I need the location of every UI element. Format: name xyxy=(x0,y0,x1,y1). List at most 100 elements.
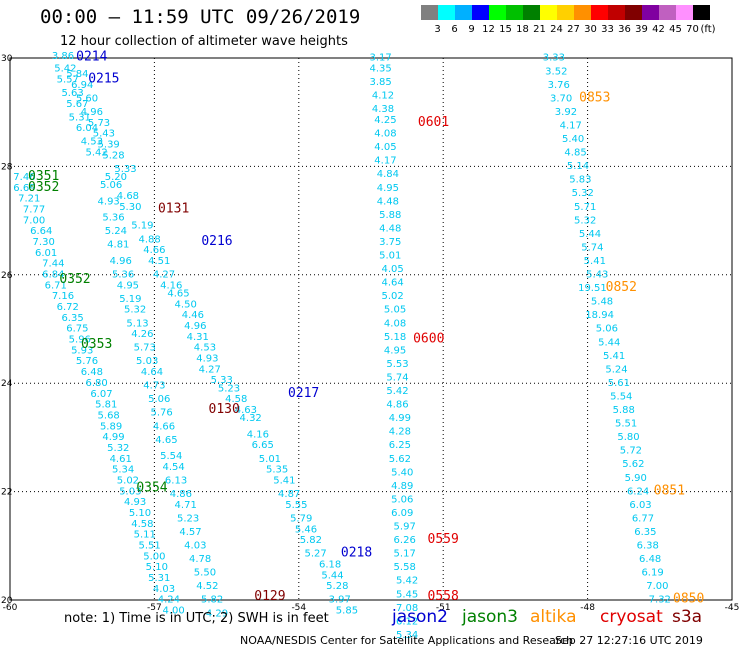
swh-value: 4.46 xyxy=(182,310,204,321)
swh-value: 5.67 xyxy=(66,99,88,110)
legend-entry-altika: altika xyxy=(530,607,577,627)
swh-value: 4.93 xyxy=(124,497,146,508)
y-tick-label: 20 xyxy=(1,596,13,606)
swh-value: 3.70 xyxy=(550,93,572,104)
swh-value: 7.00 xyxy=(646,581,668,592)
swh-value: 5.80 xyxy=(617,432,639,443)
swh-value: 4.58 xyxy=(131,519,153,530)
legend-entry-jason3: jason3 xyxy=(462,607,518,627)
swh-value: 6.13 xyxy=(165,475,187,486)
pass-time-label: 0217 xyxy=(288,386,319,401)
swh-value: 6.80 xyxy=(86,378,108,389)
pass-time-label: 0352 xyxy=(59,272,90,287)
colorbar-label: 12 xyxy=(482,24,495,35)
swh-value: 5.33 xyxy=(211,375,233,386)
swh-value: 4.99 xyxy=(389,413,411,424)
swh-value: 6.35 xyxy=(634,527,656,538)
swh-value: 5.24 xyxy=(105,226,127,237)
swh-value: 5.96 xyxy=(69,335,91,346)
swh-value: 6.48 xyxy=(81,367,103,378)
y-tick-label: 30 xyxy=(1,54,13,64)
swh-value: 5.93 xyxy=(71,345,93,356)
y-tick-label: 22 xyxy=(1,488,12,498)
footer-note: note: 1) Time is in UTC; 2) SWH is in fe… xyxy=(64,611,329,626)
pass-time-label: 0130 xyxy=(209,402,240,417)
swh-value: 4.61 xyxy=(110,454,132,465)
colorbar-swatch xyxy=(676,5,693,20)
pass-time-label: 0353 xyxy=(81,337,112,352)
swh-value: 5.43 xyxy=(586,270,608,281)
pass-time-label: 0218 xyxy=(341,546,372,561)
swh-value: 4.93 xyxy=(196,354,218,365)
swh-value: 5.28 xyxy=(102,150,124,161)
swh-value: 7.21 xyxy=(18,194,40,205)
swh-value: 4.93 xyxy=(98,196,120,207)
swh-value: 7.44 xyxy=(42,259,64,270)
swh-value: 4.99 xyxy=(102,432,124,443)
swh-value: 4.68 xyxy=(117,191,139,202)
swh-value: 5.82 xyxy=(300,535,322,546)
swh-value: 5.62 xyxy=(389,454,411,465)
colorbar-unit: (ft) xyxy=(700,24,716,35)
swh-value: 5.51 xyxy=(615,419,637,430)
swh-value: 5.03 xyxy=(119,486,141,497)
swh-value: 6.84 xyxy=(42,270,64,281)
swh-value: 6.69 xyxy=(13,183,35,194)
swh-value: 5.42 xyxy=(386,386,408,397)
colorbar-label: 21 xyxy=(533,24,546,35)
swh-value: 5.24 xyxy=(605,364,627,375)
swh-value: 5.44 xyxy=(321,570,343,581)
swh-value: 5.41 xyxy=(584,256,606,267)
x-tick-label: -54 xyxy=(291,603,306,613)
swh-value: 3.75 xyxy=(379,237,401,248)
swh-value: 5.34 xyxy=(112,465,134,476)
swh-value: 5.33 xyxy=(114,164,136,175)
swh-value: 4.81 xyxy=(107,240,129,251)
swh-value: 6.19 xyxy=(641,568,663,579)
swh-value: 6.07 xyxy=(90,389,112,400)
swh-value: 5.62 xyxy=(622,459,644,470)
swh-value: 5.41 xyxy=(273,475,295,486)
swh-value: 4.64 xyxy=(382,278,404,289)
swh-value: 18.94 xyxy=(585,310,614,321)
credit-line: NOAA/NESDIS Center for Satellite Applica… xyxy=(240,634,574,647)
swh-value: 6.04 xyxy=(76,123,98,134)
swh-value: 5.42 xyxy=(54,64,76,75)
swh-value: 6.72 xyxy=(57,302,79,313)
x-tick-label: -60 xyxy=(3,603,18,613)
pass-time-label: 0851 xyxy=(654,483,685,498)
swh-value: 5.06 xyxy=(596,324,618,335)
swh-value: 3.33 xyxy=(543,53,565,64)
swh-value: 4.96 xyxy=(81,107,103,118)
swh-value: 3.76 xyxy=(548,80,570,91)
swh-value: 3.85 xyxy=(369,77,391,88)
colorbar-swatch xyxy=(557,5,574,20)
swh-value: 6.26 xyxy=(394,535,416,546)
swh-value: 5.11 xyxy=(134,530,156,541)
swh-value: 5.02 xyxy=(382,291,404,302)
swh-value: 4.51 xyxy=(148,256,170,267)
swh-value: 4.17 xyxy=(560,120,582,131)
swh-value: 19.51 xyxy=(578,283,607,294)
legend-entry-cryosat: cryosat xyxy=(600,607,663,627)
swh-value: 3.92 xyxy=(555,107,577,118)
swh-value: 4.57 xyxy=(179,527,201,538)
swh-value: 5.06 xyxy=(100,180,122,191)
legend-entry-jason2: jason2 xyxy=(392,607,448,627)
colorbar-swatch xyxy=(489,5,506,20)
swh-value: 3.86 xyxy=(52,51,74,62)
swh-value: 4.86 xyxy=(386,400,408,411)
swh-value: 4.16 xyxy=(160,280,182,291)
swh-value: 5.01 xyxy=(379,251,401,262)
swh-value: 5.57 xyxy=(57,74,79,85)
swh-value: 4.25 xyxy=(374,115,396,126)
swh-value: 4.29 xyxy=(206,608,228,619)
pass-time-label: 0351 xyxy=(28,169,59,184)
colorbar-swatch xyxy=(659,5,676,20)
colorbar-swatch xyxy=(438,5,455,20)
colorbar-swatch xyxy=(608,5,625,20)
swh-value: 5.72 xyxy=(620,446,642,457)
swh-value: 5.32 xyxy=(574,215,596,226)
swh-value: 5.19 xyxy=(131,221,153,232)
